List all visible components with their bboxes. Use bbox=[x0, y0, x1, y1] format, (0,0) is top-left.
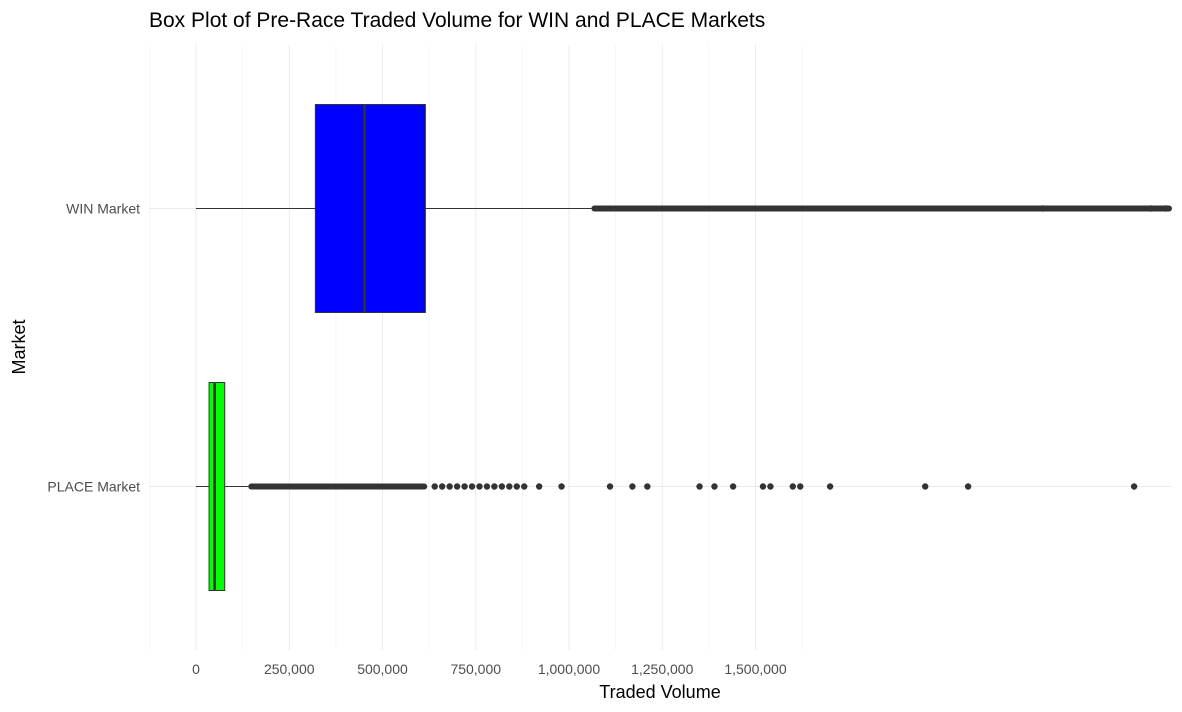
y-axis-title: Market bbox=[9, 319, 29, 374]
y-category-label: WIN Market bbox=[66, 201, 140, 217]
outlier-point bbox=[446, 483, 453, 490]
outlier-point bbox=[606, 483, 614, 490]
x-tick-label: 750,000 bbox=[450, 661, 501, 677]
outlier-point bbox=[711, 483, 718, 490]
outlier-cluster bbox=[248, 483, 428, 490]
outlier-point bbox=[729, 483, 737, 490]
outlier-point bbox=[461, 483, 468, 490]
outlier-point bbox=[644, 483, 651, 490]
outlier-point bbox=[453, 483, 461, 490]
x-tick-label: 0 bbox=[192, 661, 200, 677]
outlier-point bbox=[696, 483, 703, 490]
y-category-label: PLACE Market bbox=[47, 479, 140, 495]
boxplot-win bbox=[196, 104, 1172, 313]
boxplots bbox=[196, 104, 1172, 591]
outlier-point bbox=[964, 483, 972, 490]
outlier-point bbox=[498, 483, 506, 490]
x-axis-title: Traded Volume bbox=[599, 682, 720, 702]
gridlines bbox=[148, 45, 1172, 650]
outlier-cluster bbox=[591, 205, 1172, 212]
interquartile-box bbox=[208, 382, 226, 591]
outlier-point bbox=[797, 483, 804, 490]
outlier-point bbox=[468, 483, 476, 490]
outlier-point bbox=[629, 483, 636, 490]
outlier-point bbox=[521, 483, 528, 490]
outlier-point bbox=[513, 483, 520, 490]
outlier-point bbox=[491, 483, 498, 490]
outlier-point bbox=[506, 483, 513, 490]
x-tick-label: 1,000,000 bbox=[538, 661, 600, 677]
outlier-point bbox=[431, 483, 438, 490]
x-tick-label: 250,000 bbox=[264, 661, 315, 677]
outlier-point bbox=[1130, 483, 1138, 490]
outlier-point bbox=[789, 483, 796, 490]
outlier-point bbox=[767, 483, 774, 490]
outlier-point bbox=[476, 483, 483, 490]
outlier-point bbox=[759, 483, 767, 490]
outlier-point bbox=[922, 483, 929, 490]
outlier-point bbox=[558, 483, 565, 490]
outlier-point bbox=[535, 483, 543, 490]
outlier-point bbox=[1147, 205, 1155, 212]
outlier-point bbox=[1039, 205, 1046, 212]
interquartile-box bbox=[314, 104, 426, 313]
chart-title: Box Plot of Pre-Race Traded Volume for W… bbox=[149, 9, 765, 32]
x-tick-label: 500,000 bbox=[357, 661, 408, 677]
outlier-point bbox=[438, 483, 446, 490]
y-axis-categories: WIN Market PLACE Market bbox=[47, 201, 140, 495]
outlier-point bbox=[483, 483, 491, 490]
x-tick-label: 1,500,000 bbox=[724, 661, 786, 677]
outlier-point bbox=[1162, 205, 1170, 212]
boxplot-place bbox=[196, 382, 1138, 591]
outlier-point bbox=[826, 483, 834, 490]
x-tick-label: 1,250,000 bbox=[631, 661, 693, 677]
x-axis-ticks: 0 250,000 500,000 750,000 1,000,000 1,250,000… bbox=[192, 661, 787, 677]
